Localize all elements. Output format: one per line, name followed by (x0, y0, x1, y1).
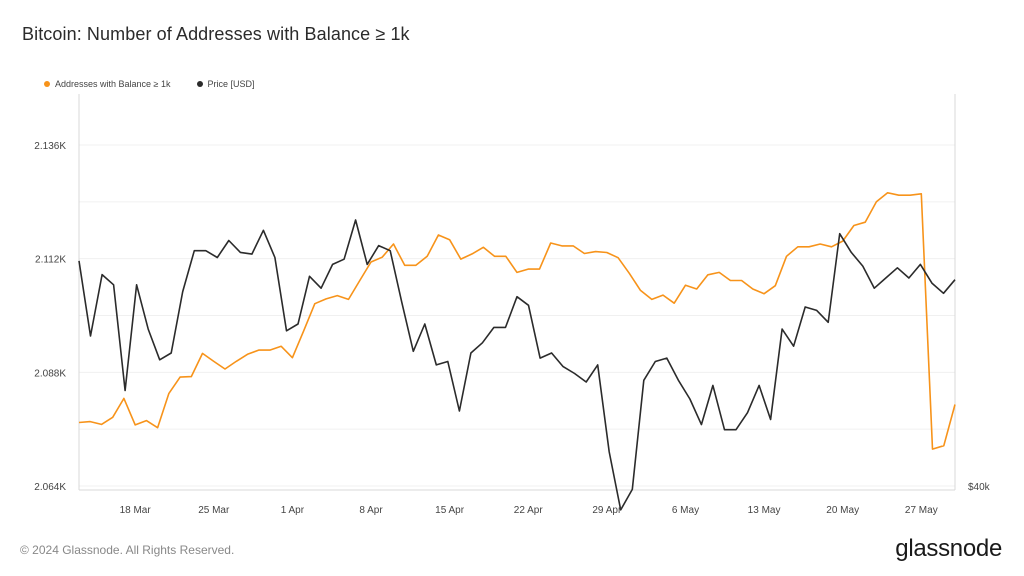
y-tick-label-left: 2.064K (34, 482, 66, 493)
x-tick-label: 29 Apr (592, 505, 622, 516)
x-tick-label: 15 Apr (435, 505, 465, 516)
x-tick-label: 18 Mar (120, 505, 152, 516)
x-tick-label: 13 May (748, 505, 781, 516)
copyright-footer: © 2024 Glassnode. All Rights Reserved. (20, 543, 235, 557)
gridlines (79, 144, 955, 487)
x-tick-label: 8 Apr (359, 505, 383, 516)
series-layer (78, 192, 956, 511)
x-tick-label: 20 May (826, 505, 859, 516)
legend-label-addresses: Addresses with Balance ≥ 1k (55, 79, 171, 89)
y-tick-label-right: $40k (968, 482, 991, 493)
legend-swatch-price (196, 81, 203, 87)
x-tick-label: 25 Mar (198, 505, 230, 516)
chart-legend: Addresses with Balance ≥ 1k Price [USD] (44, 79, 255, 89)
chart-title: Bitcoin: Number of Addresses with Balanc… (22, 24, 410, 44)
x-tick-label: 27 May (905, 505, 938, 516)
y-tick-label-left: 2.112K (35, 255, 66, 266)
series-line-price (78, 219, 956, 511)
x-tick-label: 6 May (672, 505, 699, 516)
legend-label-price: Price [USD] (207, 79, 255, 89)
axes (78, 94, 956, 491)
legend-item-addresses[interactable]: Addresses with Balance ≥ 1k (44, 79, 171, 89)
x-tick-label: 1 Apr (281, 505, 305, 516)
axis-labels: 2.064K 2.088K 2.112K 2.136K $40k 18 Mar 25 Mar… (34, 141, 990, 516)
y-tick-label-left: 2.088K (34, 368, 66, 379)
legend-item-price[interactable]: Price [USD] (196, 79, 255, 89)
legend-swatch-addresses (44, 81, 50, 87)
x-tick-label: 22 Apr (514, 505, 544, 516)
series-line-addresses (78, 192, 956, 450)
glassnode-logo: glassnode (895, 535, 1002, 562)
y-tick-label-left: 2.136K (34, 141, 66, 152)
